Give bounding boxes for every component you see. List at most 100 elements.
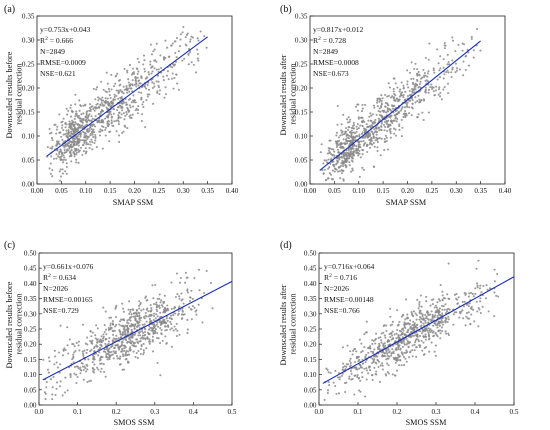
scatter-point xyxy=(75,373,78,376)
scatter-point xyxy=(411,102,414,105)
scatter-point xyxy=(173,306,176,309)
scatter-point xyxy=(110,122,113,125)
scatter-point xyxy=(416,100,419,103)
scatter-point xyxy=(99,370,102,373)
scatter-point xyxy=(177,50,180,53)
x-tick-label: 0.0 xyxy=(35,408,44,416)
scatter-point xyxy=(427,334,430,337)
scatter-point xyxy=(155,42,158,45)
scatter-point xyxy=(49,172,52,175)
scatter-point xyxy=(191,305,194,308)
scatter-point xyxy=(370,119,373,122)
scatter-point xyxy=(458,68,461,71)
scatter-point xyxy=(91,117,94,120)
scatter-point xyxy=(153,48,156,51)
scatter-point xyxy=(68,120,71,123)
scatter-point xyxy=(364,361,367,364)
scatter-point xyxy=(379,364,382,367)
scatter-point xyxy=(390,352,393,355)
scatter-point xyxy=(163,318,166,322)
scatter-point xyxy=(413,349,416,352)
scatter-point xyxy=(427,331,430,334)
scatter-point xyxy=(105,71,108,74)
scatter-point xyxy=(118,330,121,333)
scatter-point xyxy=(79,368,82,371)
scatter-point xyxy=(379,336,382,339)
scatter-point xyxy=(57,351,61,354)
scatter-point xyxy=(152,318,155,322)
scatter-point xyxy=(436,322,439,325)
scatter-point xyxy=(387,357,390,360)
scatter-point xyxy=(79,104,82,108)
scatter-point xyxy=(113,337,117,340)
scatter-point xyxy=(131,335,134,338)
scatter-point xyxy=(389,335,392,339)
scatter-point xyxy=(332,148,335,151)
scatter-point xyxy=(134,79,137,82)
scatter-point xyxy=(462,74,465,77)
scatter-point xyxy=(186,32,189,35)
scatter-point xyxy=(140,336,144,339)
scatter-point xyxy=(119,333,122,336)
scatter-point xyxy=(382,331,385,334)
scatter-point xyxy=(467,305,471,308)
scatter-point xyxy=(434,304,437,307)
scatter-point xyxy=(170,345,173,348)
scatter-point xyxy=(155,80,158,83)
scatter-point xyxy=(424,338,427,341)
scatter-point xyxy=(408,89,411,93)
scatter-point xyxy=(58,170,61,173)
scatter-point xyxy=(112,340,115,343)
scatter-point xyxy=(87,135,90,138)
scatter-point xyxy=(137,91,140,94)
scatter-point xyxy=(337,392,341,395)
scatter-point xyxy=(441,308,444,311)
scatter-point xyxy=(155,337,159,340)
scatter-point xyxy=(142,337,145,340)
scatter-point xyxy=(336,104,339,108)
scatter-point xyxy=(148,317,151,321)
scatter-point xyxy=(444,316,447,320)
scatter-point xyxy=(342,138,345,141)
scatter-point xyxy=(72,151,75,154)
scatter-point xyxy=(166,70,169,73)
scatter-point xyxy=(65,129,68,132)
scatter-point xyxy=(118,346,121,349)
scatter-point xyxy=(173,63,176,66)
scatter-point xyxy=(376,99,379,102)
scatter-point xyxy=(352,152,355,155)
scatter-point xyxy=(126,360,129,363)
scatter-point xyxy=(46,368,50,371)
scatter-point xyxy=(128,337,131,340)
scatter-point xyxy=(349,155,352,158)
scatter-point xyxy=(128,316,132,319)
scatter-point xyxy=(431,313,434,316)
scatter-point xyxy=(156,297,159,300)
scatter-point xyxy=(156,321,159,324)
scatter-point xyxy=(425,315,428,318)
y-tick-label: 0.20 xyxy=(22,85,35,93)
sample-count: N=2026 xyxy=(324,284,349,293)
scatter-point xyxy=(161,322,164,325)
x-tick-label: 0.1 xyxy=(73,408,82,416)
scatter-point xyxy=(352,127,355,130)
scatter-point xyxy=(140,119,143,123)
scatter-point xyxy=(394,109,397,113)
scatter-point xyxy=(135,325,138,328)
scatter-point xyxy=(371,378,374,382)
scatter-point xyxy=(48,127,51,131)
scatter-point xyxy=(141,113,144,116)
scatter-point xyxy=(386,340,389,343)
scatter-point xyxy=(348,377,351,380)
scatter-point xyxy=(142,308,145,311)
scatter-point xyxy=(86,137,89,140)
scatter-point xyxy=(355,350,358,353)
scatter-point xyxy=(85,363,88,366)
scatter-point xyxy=(442,77,445,80)
scatter-point xyxy=(114,82,117,85)
plot-area: 0.00 0.05 0.10 0.15 0.20 0.25 0.30 0.35 0.400.00… xyxy=(22,13,239,196)
scatter-point xyxy=(364,103,367,106)
scatter-point xyxy=(76,114,79,117)
scatter-point xyxy=(145,320,148,323)
scatter-point xyxy=(178,295,181,298)
